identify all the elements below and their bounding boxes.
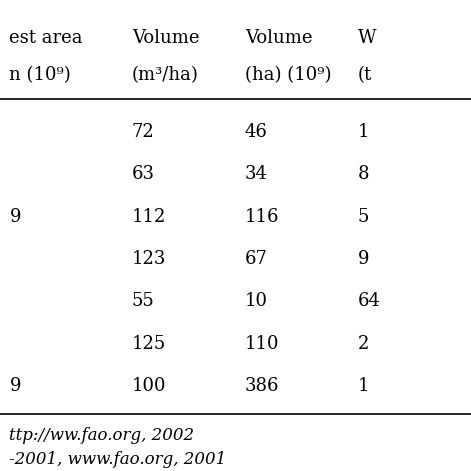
- Text: Volume: Volume: [245, 29, 312, 47]
- Text: 9: 9: [9, 208, 21, 226]
- Text: 123: 123: [132, 250, 166, 268]
- Text: 63: 63: [132, 165, 155, 183]
- Text: 386: 386: [245, 377, 279, 395]
- Text: 55: 55: [132, 292, 154, 310]
- Text: est area: est area: [9, 29, 83, 47]
- Text: Volume: Volume: [132, 29, 199, 47]
- Text: n (10⁹): n (10⁹): [9, 66, 71, 84]
- Text: ttp://ww.fao.org, 2002: ttp://ww.fao.org, 2002: [9, 427, 195, 444]
- Text: 72: 72: [132, 123, 154, 141]
- Text: 10: 10: [245, 292, 268, 310]
- Text: 125: 125: [132, 335, 166, 353]
- Text: 9: 9: [358, 250, 369, 268]
- Text: 64: 64: [358, 292, 381, 310]
- Text: 100: 100: [132, 377, 166, 395]
- Text: 8: 8: [358, 165, 369, 183]
- Text: (ha) (10⁹): (ha) (10⁹): [245, 66, 332, 84]
- Text: (t: (t: [358, 66, 372, 84]
- Text: 34: 34: [245, 165, 268, 183]
- Text: 5: 5: [358, 208, 369, 226]
- Text: 46: 46: [245, 123, 268, 141]
- Text: 1: 1: [358, 377, 369, 395]
- Text: (m³/ha): (m³/ha): [132, 66, 199, 84]
- Text: 9: 9: [9, 377, 21, 395]
- Text: 116: 116: [245, 208, 279, 226]
- Text: W: W: [358, 29, 376, 47]
- Text: 1: 1: [358, 123, 369, 141]
- Text: 67: 67: [245, 250, 268, 268]
- Text: 112: 112: [132, 208, 166, 226]
- Text: -2001, www.fao.org, 2001: -2001, www.fao.org, 2001: [9, 451, 227, 468]
- Text: 110: 110: [245, 335, 279, 353]
- Text: 2: 2: [358, 335, 369, 353]
